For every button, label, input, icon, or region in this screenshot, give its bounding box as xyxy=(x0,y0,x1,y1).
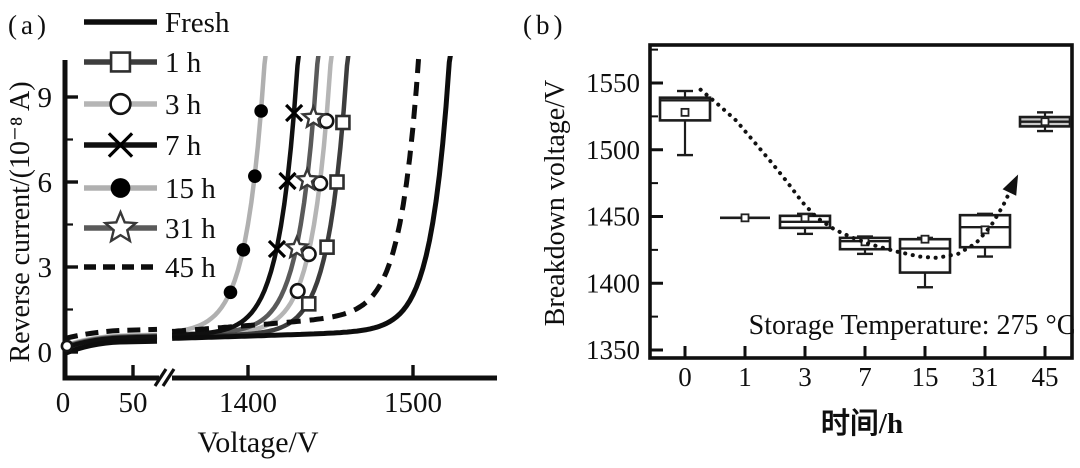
y-tick-label: 0 xyxy=(38,337,53,369)
filled-circle-marker xyxy=(248,169,262,183)
x-tick-label: 1 xyxy=(738,362,752,392)
panel-b-frame xyxy=(648,43,1074,360)
box-45h xyxy=(1018,111,1072,133)
y-tick-label: 1350 xyxy=(586,335,640,365)
box-7h xyxy=(838,235,892,256)
x-tick-label: 1400 xyxy=(219,387,277,419)
box-15h xyxy=(898,234,952,289)
x-marker xyxy=(285,103,304,123)
panel-a-series-fresh xyxy=(64,56,453,356)
axis-break-mark xyxy=(153,368,168,387)
x-tick-label: 0 xyxy=(56,387,71,419)
panel-a-series-7h xyxy=(64,56,304,350)
filled-circle-marker xyxy=(236,243,251,257)
legend-entry-fresh: Fresh xyxy=(84,7,230,39)
open-square-marker xyxy=(319,239,335,255)
x-tick-label: 7 xyxy=(858,362,872,392)
legend-entry-3h: 3 h xyxy=(84,89,202,121)
open-circle-marker xyxy=(289,282,306,300)
legend-label: 15 h xyxy=(165,173,216,205)
legend-entry-45h: 45 h xyxy=(84,252,216,284)
legend-label: 45 h xyxy=(165,252,216,284)
y-tick-label: 6 xyxy=(38,167,53,199)
x-marker xyxy=(267,239,287,259)
y-tick-label: 1500 xyxy=(586,135,640,165)
filled-circle-marker xyxy=(223,285,238,300)
star-marker xyxy=(299,103,327,130)
trend-line xyxy=(698,87,1014,260)
open-square-marker xyxy=(300,296,317,312)
storage-temperature-annotation: Storage Temperature: 275 °C xyxy=(748,310,1076,341)
legend-label: 3 h xyxy=(165,89,202,121)
legend-label: 1 h xyxy=(165,47,202,79)
x-marker xyxy=(107,132,134,158)
box-0h xyxy=(658,89,712,157)
box-1h xyxy=(720,213,770,223)
mean-marker xyxy=(1040,117,1050,127)
box-31h xyxy=(958,212,1012,258)
x-tick-label: 31 xyxy=(972,362,999,392)
open-square-marker xyxy=(329,174,345,190)
panel-b-label: (b) xyxy=(523,10,567,40)
y-tick-label: 1550 xyxy=(586,68,640,98)
panel-a-x-axis-title: Voltage/V xyxy=(197,426,319,459)
legend-label: 7 h xyxy=(165,130,202,162)
panel-a-y-axis-title: Reverse current/(10⁻⁸ A) xyxy=(5,81,36,363)
x-marker xyxy=(278,171,297,191)
open-square-marker xyxy=(335,114,351,131)
legend-label: 31 h xyxy=(165,213,216,245)
trend-arrowhead xyxy=(1002,174,1019,196)
filled-circle-marker xyxy=(254,104,268,118)
panel-a: 0 3 6 9 0 50 1400 1500 Fresh 1 h 3 h 7 h 15 h 31 h 45 … xyxy=(38,7,497,419)
open-circle-marker xyxy=(300,246,317,263)
mean-marker xyxy=(740,213,750,223)
mean-marker xyxy=(680,107,690,117)
x-tick-label: 0 xyxy=(678,362,692,392)
x-tick-label: 50 xyxy=(119,387,148,419)
filled-circle-marker xyxy=(110,178,131,198)
legend-entry-7h: 7 h xyxy=(84,130,202,162)
star-marker xyxy=(293,165,321,192)
panel-a-label: (a) xyxy=(8,10,50,40)
panel-b-x-axis-title: 时间/h xyxy=(820,408,904,440)
x-tick-label: 3 xyxy=(798,362,812,392)
axis-break-mark xyxy=(161,368,176,387)
legend-entry-31h: 31 h xyxy=(84,208,216,245)
mean-marker xyxy=(800,213,810,223)
x-tick-label: 15 xyxy=(912,362,939,392)
y-tick-label: 1450 xyxy=(586,202,640,232)
y-tick-label: 9 xyxy=(38,82,53,114)
panel-b-y-axis-title: Breakdown voltage/V xyxy=(540,79,571,327)
legend-label: Fresh xyxy=(165,7,230,39)
legend-entry-15h: 15 h xyxy=(84,173,216,205)
x-tick-label: 45 xyxy=(1032,362,1059,392)
box-3h xyxy=(778,212,832,236)
star-marker xyxy=(102,208,139,244)
open-circle-marker xyxy=(60,339,74,353)
x-tick-label: 1500 xyxy=(384,387,442,419)
open-circle-marker xyxy=(109,92,132,116)
mean-marker xyxy=(920,234,930,244)
y-tick-label: 3 xyxy=(38,252,53,284)
legend-entry-1h: 1 h xyxy=(84,47,202,79)
panel-b: 1350 1400 1450 1500 1550 0 1 3 7 15 31 45 xyxy=(586,43,1074,392)
y-tick-label: 1400 xyxy=(586,268,640,298)
star-marker xyxy=(283,233,311,260)
open-square-marker xyxy=(109,51,132,73)
panel-a-series-45h xyxy=(64,56,422,341)
